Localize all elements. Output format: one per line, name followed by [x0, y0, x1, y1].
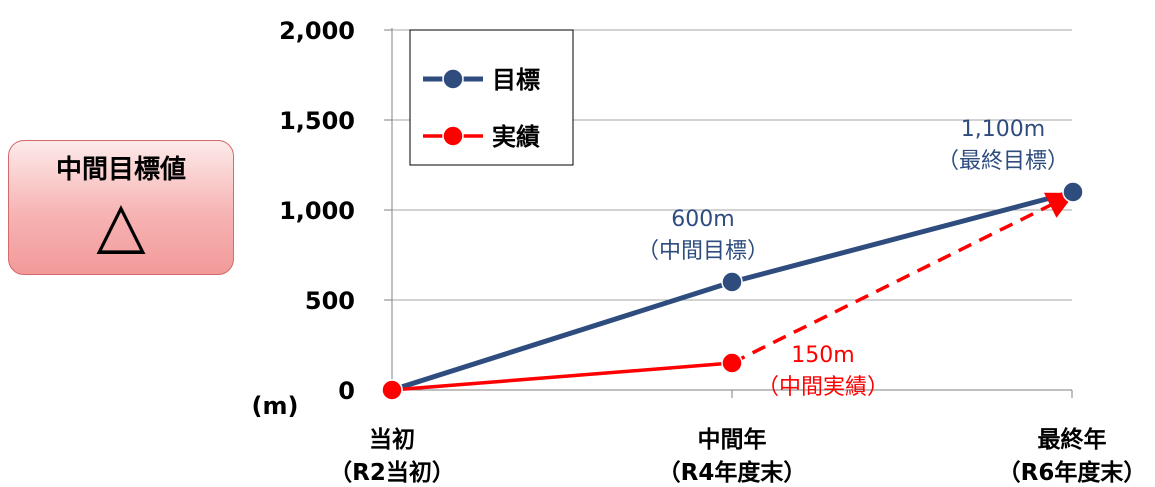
x-category-label: 最終年	[1038, 426, 1107, 453]
annotation-note: （中間目標）	[637, 239, 769, 264]
annotation-note: （最終目標）	[937, 149, 1069, 174]
x-category-label: 中間年	[698, 426, 767, 453]
badge-label: 中間目標値	[55, 155, 186, 185]
annotation-note: （中間実績）	[757, 375, 889, 400]
legend-swatch-marker	[442, 125, 464, 147]
data-point-target	[721, 271, 743, 293]
legend-label-actual: 実績	[492, 123, 540, 151]
legend-swatch-marker	[442, 68, 464, 90]
projection-arrow	[731, 192, 1076, 365]
triangle-status-icon: △	[96, 188, 146, 262]
legend-box	[409, 29, 574, 166]
y-tick-label: 0	[338, 377, 355, 405]
x-category-sublabel: （R6年度末）	[998, 459, 1147, 486]
x-category-label: 当初	[369, 426, 415, 453]
data-point-target	[1062, 181, 1084, 203]
series-line-actual	[391, 361, 733, 392]
annotation-value: 150m	[791, 343, 854, 368]
y-tick-label: 2,000	[279, 17, 355, 45]
data-point-actual	[721, 352, 743, 374]
data-point-actual	[381, 379, 403, 401]
y-tick-label: 1,000	[279, 197, 355, 225]
y-tick-label: 500	[305, 287, 355, 315]
annotation-value: 600m	[671, 207, 734, 232]
x-category-sublabel: （R2当初）	[329, 459, 455, 486]
target-status-badge: 中間目標値 △	[8, 140, 234, 275]
annotation-value: 1,100m	[961, 117, 1045, 142]
y-unit-label: (m)	[252, 392, 299, 420]
y-tick-label: 1,500	[279, 107, 355, 135]
x-category-sublabel: （R4年度末）	[658, 459, 807, 486]
legend-label-target: 目標	[492, 66, 540, 94]
